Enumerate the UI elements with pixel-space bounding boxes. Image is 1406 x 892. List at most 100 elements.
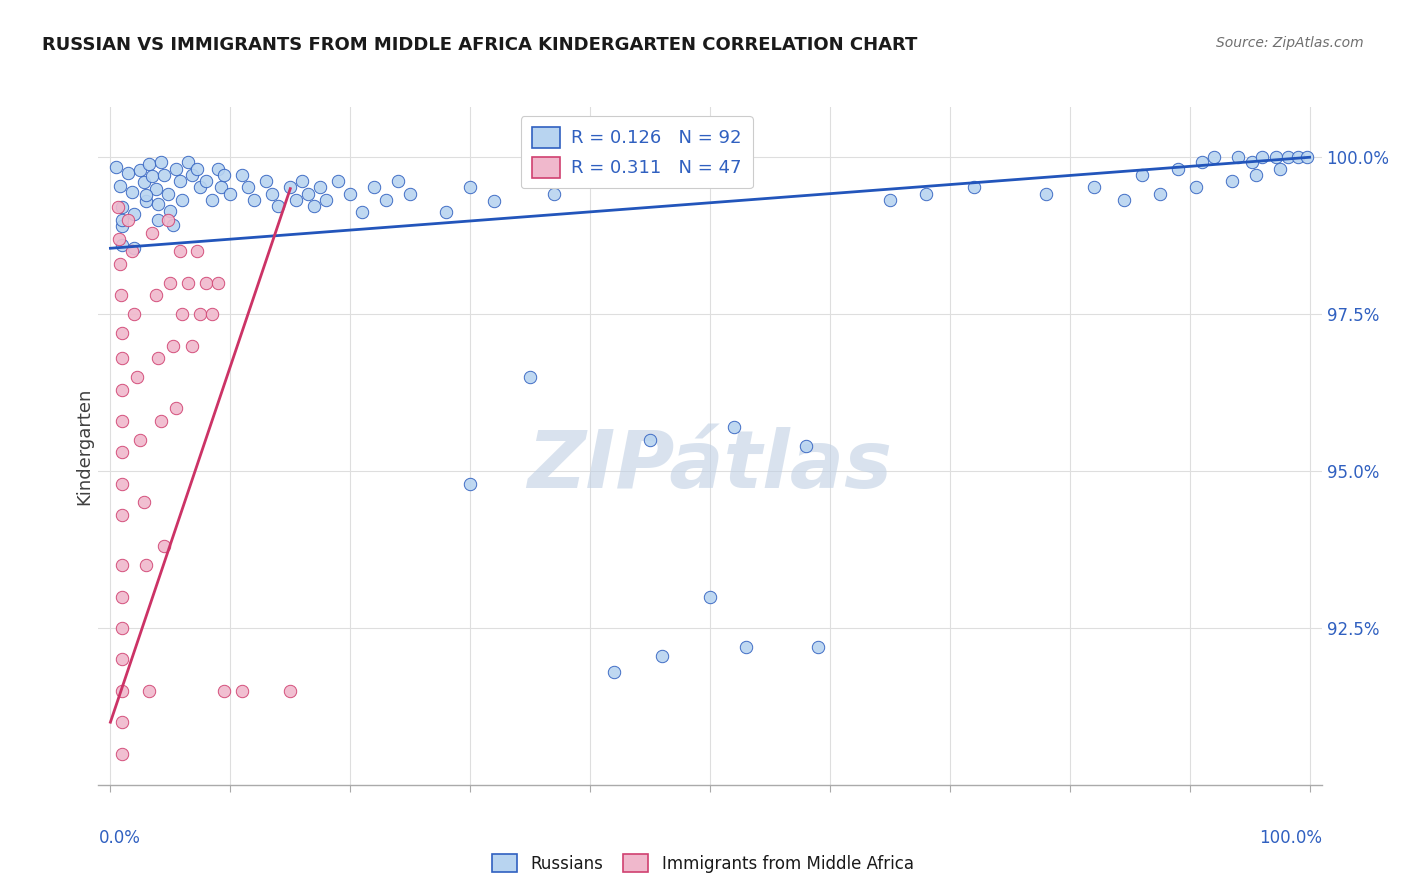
Point (111, 621, 134, 635)
Point (699, 590, 721, 604)
Point (291, 174, 314, 188)
Point (238, 180, 260, 194)
Point (186, 244, 208, 259)
Point (278, 683, 301, 698)
Point (1202, 150, 1225, 164)
Point (231, 168, 253, 182)
Point (1277, 150, 1299, 164)
Point (124, 207, 146, 221)
Point (121, 244, 143, 259)
Point (149, 414, 172, 428)
Point (159, 203, 181, 218)
Point (111, 476, 134, 491)
Point (111, 219, 134, 234)
Point (519, 174, 541, 188)
Point (121, 185, 143, 199)
Point (963, 180, 986, 194)
Point (148, 197, 170, 211)
Point (165, 401, 187, 416)
Point (165, 161, 187, 176)
Text: 0.0%: 0.0% (98, 829, 141, 847)
Point (651, 649, 673, 664)
Point (181, 338, 204, 352)
Point (124, 307, 146, 321)
Point (111, 715, 134, 730)
Point (278, 180, 301, 194)
Point (375, 193, 398, 207)
Point (363, 180, 385, 194)
Point (434, 205, 457, 219)
Point (111, 445, 134, 459)
Point (153, 540, 176, 554)
Point (638, 433, 661, 447)
Point (162, 218, 184, 232)
Point (111, 747, 134, 761)
Point (315, 193, 337, 207)
Point (105, 160, 128, 174)
Point (603, 665, 626, 679)
Point (794, 439, 817, 453)
Text: 100.0%: 100.0% (1258, 829, 1322, 847)
Point (149, 155, 172, 169)
Point (458, 180, 481, 194)
Point (108, 232, 129, 246)
Point (735, 640, 758, 654)
Legend: R = 0.126   N = 92, R = 0.311   N = 47: R = 0.126 N = 92, R = 0.311 N = 47 (520, 116, 752, 188)
Point (138, 156, 160, 170)
Point (111, 414, 134, 428)
Point (135, 194, 157, 209)
Point (723, 420, 745, 434)
Point (1226, 150, 1249, 164)
Point (207, 276, 229, 290)
Point (879, 193, 901, 207)
Point (254, 174, 277, 188)
Point (108, 178, 131, 193)
Point (135, 188, 157, 202)
Point (1265, 150, 1288, 164)
Point (201, 193, 224, 207)
Point (207, 161, 229, 176)
Point (219, 186, 242, 201)
Point (129, 162, 152, 177)
Point (111, 326, 134, 340)
Point (209, 180, 232, 194)
Point (188, 307, 211, 321)
Point (1191, 155, 1213, 169)
Point (1286, 150, 1309, 164)
Point (267, 199, 290, 213)
Y-axis label: Kindergarten: Kindergarten (75, 387, 93, 505)
Point (156, 186, 179, 201)
Point (339, 186, 361, 201)
Point (177, 155, 200, 169)
Point (145, 181, 167, 195)
Point (1296, 150, 1319, 164)
Point (172, 307, 194, 321)
Point (111, 351, 134, 365)
Point (124, 241, 146, 255)
Point (141, 226, 163, 240)
Point (169, 174, 191, 188)
Point (1035, 186, 1057, 201)
Point (195, 174, 218, 188)
Point (201, 307, 224, 321)
Point (159, 276, 181, 290)
Point (243, 193, 266, 207)
Point (177, 276, 200, 290)
Point (153, 168, 176, 182)
Point (285, 193, 308, 207)
Point (519, 370, 541, 384)
Point (111, 201, 134, 215)
Point (807, 640, 830, 654)
Point (543, 186, 565, 201)
Point (169, 244, 191, 259)
Point (1130, 168, 1153, 182)
Point (111, 683, 134, 698)
Point (186, 161, 208, 176)
Point (214, 683, 236, 698)
Point (129, 433, 152, 447)
Point (117, 166, 139, 180)
Point (1184, 180, 1206, 194)
Point (304, 199, 326, 213)
Point (132, 175, 155, 189)
Point (172, 193, 194, 207)
